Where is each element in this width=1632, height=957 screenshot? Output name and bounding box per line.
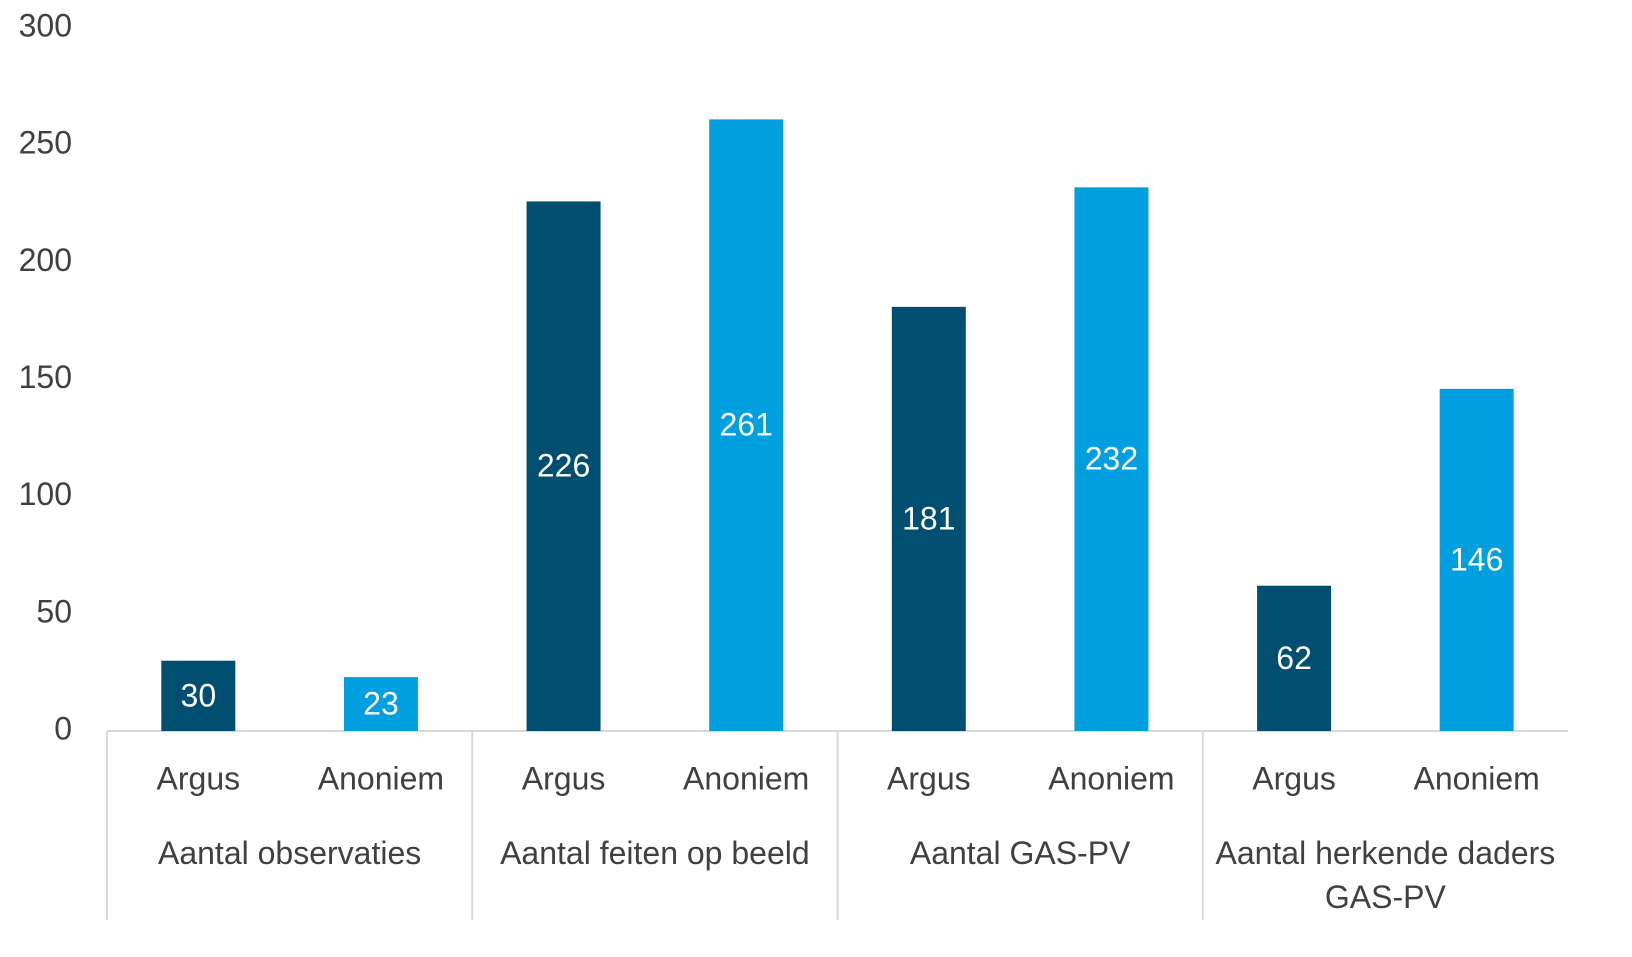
group-label: Aantal GAS-PV (909, 835, 1131, 871)
x-tick-label: Argus (887, 760, 971, 796)
x-tick-label: Anoniem (683, 760, 809, 796)
bar (1257, 585, 1332, 731)
group-label: Aantal feiten op beeld (500, 835, 810, 871)
data-label: 30 (181, 677, 217, 713)
bar (161, 660, 236, 731)
x-tick-label: Argus (522, 760, 606, 796)
data-label: 23 (363, 686, 399, 722)
bar (891, 306, 966, 731)
bar (526, 201, 601, 731)
y-tick-label: 0 (54, 710, 72, 746)
data-label: 146 (1450, 541, 1503, 577)
bar (1074, 187, 1149, 731)
group-label: Aantal herkende daders GAS-PV (1215, 835, 1556, 915)
data-label: 181 (902, 500, 955, 536)
y-tick-label: 50 (36, 593, 72, 629)
y-tick-label: 200 (19, 242, 72, 278)
data-label: 261 (719, 407, 772, 443)
y-tick-label: 100 (19, 476, 72, 512)
y-tick-label: 250 (19, 125, 72, 161)
x-tick-label: Anoniem (318, 760, 444, 796)
bar (709, 119, 784, 731)
data-label: 226 (537, 448, 590, 484)
x-tick-label: Anoniem (1414, 760, 1540, 796)
y-tick-label: 300 (19, 7, 72, 43)
group-label: Aantal observaties (157, 835, 422, 871)
x-tick-label: Argus (157, 760, 241, 796)
x-tick-label: Anoniem (1048, 760, 1174, 796)
bar (1439, 388, 1514, 731)
x-tick-label: Argus (1252, 760, 1336, 796)
data-label: 232 (1085, 441, 1138, 477)
data-label: 62 (1276, 640, 1312, 676)
bar (343, 677, 418, 731)
y-tick-label: 150 (19, 359, 72, 395)
